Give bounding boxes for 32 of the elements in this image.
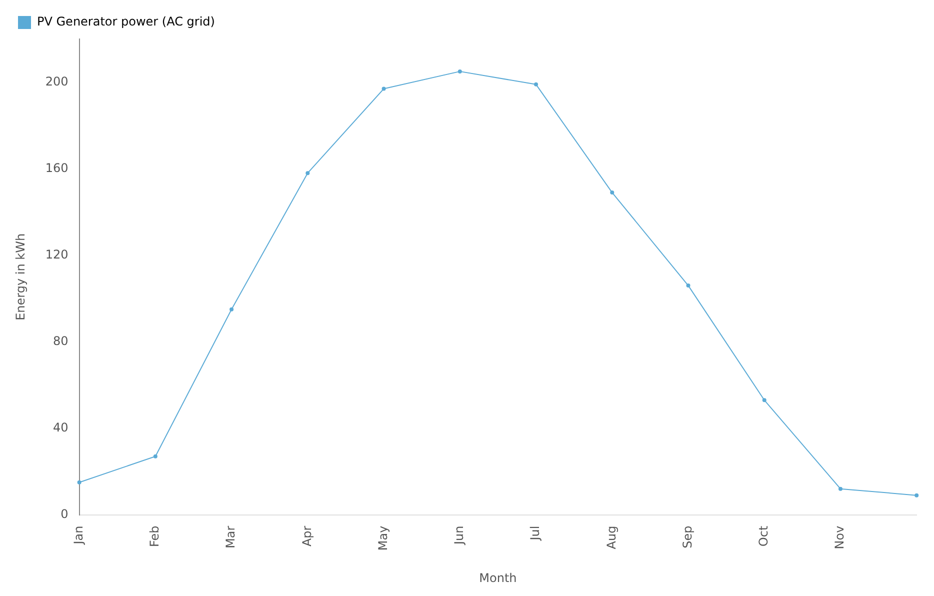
y-tick-label: 120 [45,247,68,262]
point [838,486,842,491]
x-tick-label: Apr [300,526,314,547]
legend-label: PV Generator power (AC grid) [37,14,215,29]
point [686,284,690,288]
x-tick-label: Nov [832,526,847,550]
y-tick-label: 0 [60,506,68,521]
point [77,480,82,484]
point [382,86,386,91]
x-tick-label: May [376,526,390,551]
point [610,190,614,195]
y-tick-label: 200 [45,74,68,88]
x-tick-label: Jan [71,526,86,546]
point [153,454,158,458]
point [914,493,919,498]
x-tick-label: Mar [224,526,238,548]
y-tick-label: 160 [45,160,68,175]
x-tick-label: Feb [148,526,162,548]
point [306,171,310,176]
y-axis-title: Energy in kWh [13,233,28,320]
x-tick-label: Jun [452,526,466,546]
y-tick-label: 80 [53,334,68,348]
point [762,398,766,402]
point [230,307,234,312]
point [534,82,538,86]
x-tick-label: Oct [756,526,770,547]
x-axis-title: Month [479,570,517,585]
point [458,69,462,74]
y-tick-label: 40 [53,420,68,434]
x-tick-label: Jul [528,526,542,542]
x-tick-label: Sep [680,526,694,548]
x-tick-label: Aug [604,526,618,550]
